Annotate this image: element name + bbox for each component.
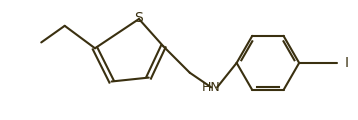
Text: S: S <box>135 11 143 25</box>
Text: I: I <box>345 56 349 70</box>
Text: HN: HN <box>202 81 221 94</box>
